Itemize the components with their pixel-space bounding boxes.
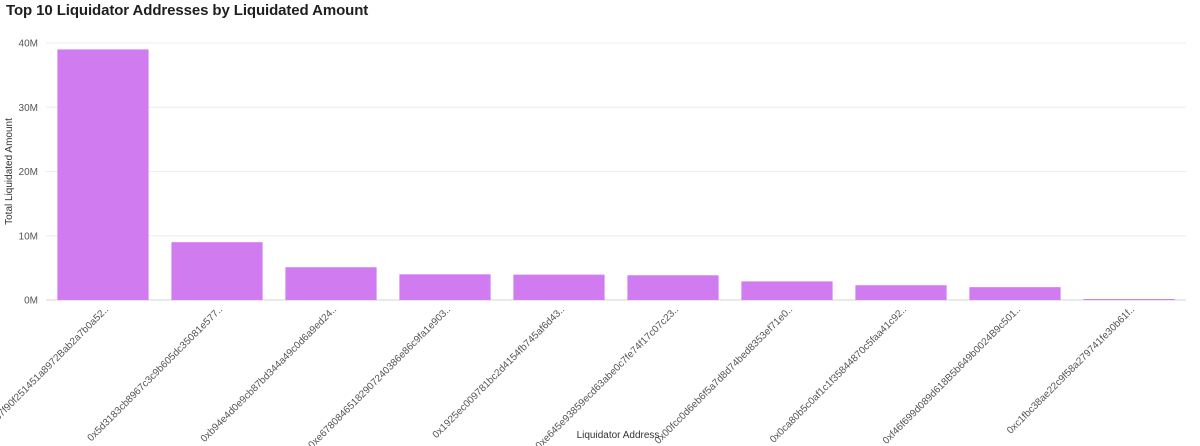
bar[interactable]: [969, 287, 1061, 300]
x-tick-label: 0xc1fbc38ae22c9f58a279741fe30b61f..: [1005, 304, 1137, 436]
bar[interactable]: [399, 274, 491, 300]
y-tick-label: 40M: [19, 39, 38, 50]
bar[interactable]: [855, 285, 947, 300]
y-tick-label: 0M: [24, 296, 38, 307]
bar[interactable]: [741, 281, 833, 300]
bar[interactable]: [1083, 299, 1175, 301]
y-tick-label: 10M: [19, 231, 38, 242]
x-axis-ticks: 0xb7f90f251451a8972Bab2a7b0a52..0x5d3183…: [0, 304, 1137, 446]
x-tick-label: 0xb94e4d0e9cb87bd344a49c0d6a9ed24..: [199, 304, 339, 444]
y-tick-label: 30M: [19, 103, 38, 114]
chart-title: Top 10 Liquidator Addresses by Liquidate…: [6, 2, 369, 19]
x-axis-label: Liquidator Address: [577, 430, 660, 441]
x-tick-label: 0xb7f90f251451a8972Bab2a7b0a52..: [0, 304, 111, 430]
y-tick-label: 20M: [19, 167, 38, 178]
x-tick-label: 0xf46f699d089d618B5b649b0024B9c501..: [881, 304, 1023, 446]
x-tick-label: 0x00fcc0d6eb6f5a7d8d74bed8353ef71e0..: [653, 304, 795, 446]
x-tick-label: 0x1925ec009781bc2d4154fb745af6d43..: [431, 304, 567, 440]
x-tick-label: 0x5d3183cb8967c3c9b605dc35081e577..: [86, 304, 225, 443]
bar[interactable]: [171, 242, 263, 300]
x-tick-label: 0xe645e93859ecd63abe0c7fe74f17c07c23..: [534, 304, 681, 446]
bar[interactable]: [285, 267, 377, 300]
bar[interactable]: [57, 49, 149, 300]
bar[interactable]: [513, 274, 605, 300]
x-tick-label: 0xe67808465182907240386e86c9fa1e903..: [307, 304, 454, 446]
x-tick-label: 0x0ca80b5c0af1c1f35844870c5faa41c92..: [768, 304, 909, 445]
bars: [57, 49, 1175, 301]
bar[interactable]: [627, 275, 719, 300]
y-axis-label: Total Liquidated Amount: [4, 118, 15, 225]
y-axis-ticks: 0M 10M 20M 30M 40M: [19, 39, 38, 307]
